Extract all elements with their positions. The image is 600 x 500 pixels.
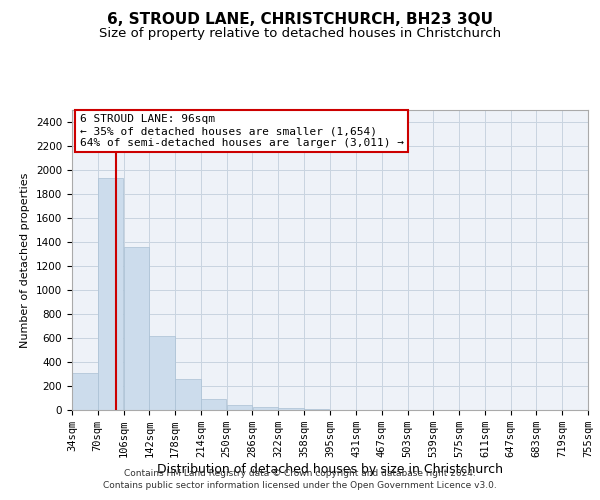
Y-axis label: Number of detached properties: Number of detached properties: [20, 172, 31, 348]
Text: 6, STROUD LANE, CHRISTCHURCH, BH23 3QU: 6, STROUD LANE, CHRISTCHURCH, BH23 3QU: [107, 12, 493, 28]
Text: Contains public sector information licensed under the Open Government Licence v3: Contains public sector information licen…: [103, 481, 497, 490]
Bar: [304, 409, 329, 410]
Bar: [124, 247, 149, 410]
Text: Size of property relative to detached houses in Christchurch: Size of property relative to detached ho…: [99, 28, 501, 40]
Bar: [253, 407, 278, 410]
Bar: [278, 408, 304, 410]
Text: 6 STROUD LANE: 96sqm
← 35% of detached houses are smaller (1,654)
64% of semi-de: 6 STROUD LANE: 96sqm ← 35% of detached h…: [80, 114, 404, 148]
Bar: [175, 379, 200, 410]
Bar: [227, 404, 252, 410]
Bar: [201, 399, 226, 410]
Bar: [149, 336, 175, 410]
X-axis label: Distribution of detached houses by size in Christchurch: Distribution of detached houses by size …: [157, 463, 503, 476]
Bar: [98, 178, 124, 410]
Bar: [72, 373, 98, 410]
Text: Contains HM Land Registry data © Crown copyright and database right 2024.: Contains HM Land Registry data © Crown c…: [124, 468, 476, 477]
